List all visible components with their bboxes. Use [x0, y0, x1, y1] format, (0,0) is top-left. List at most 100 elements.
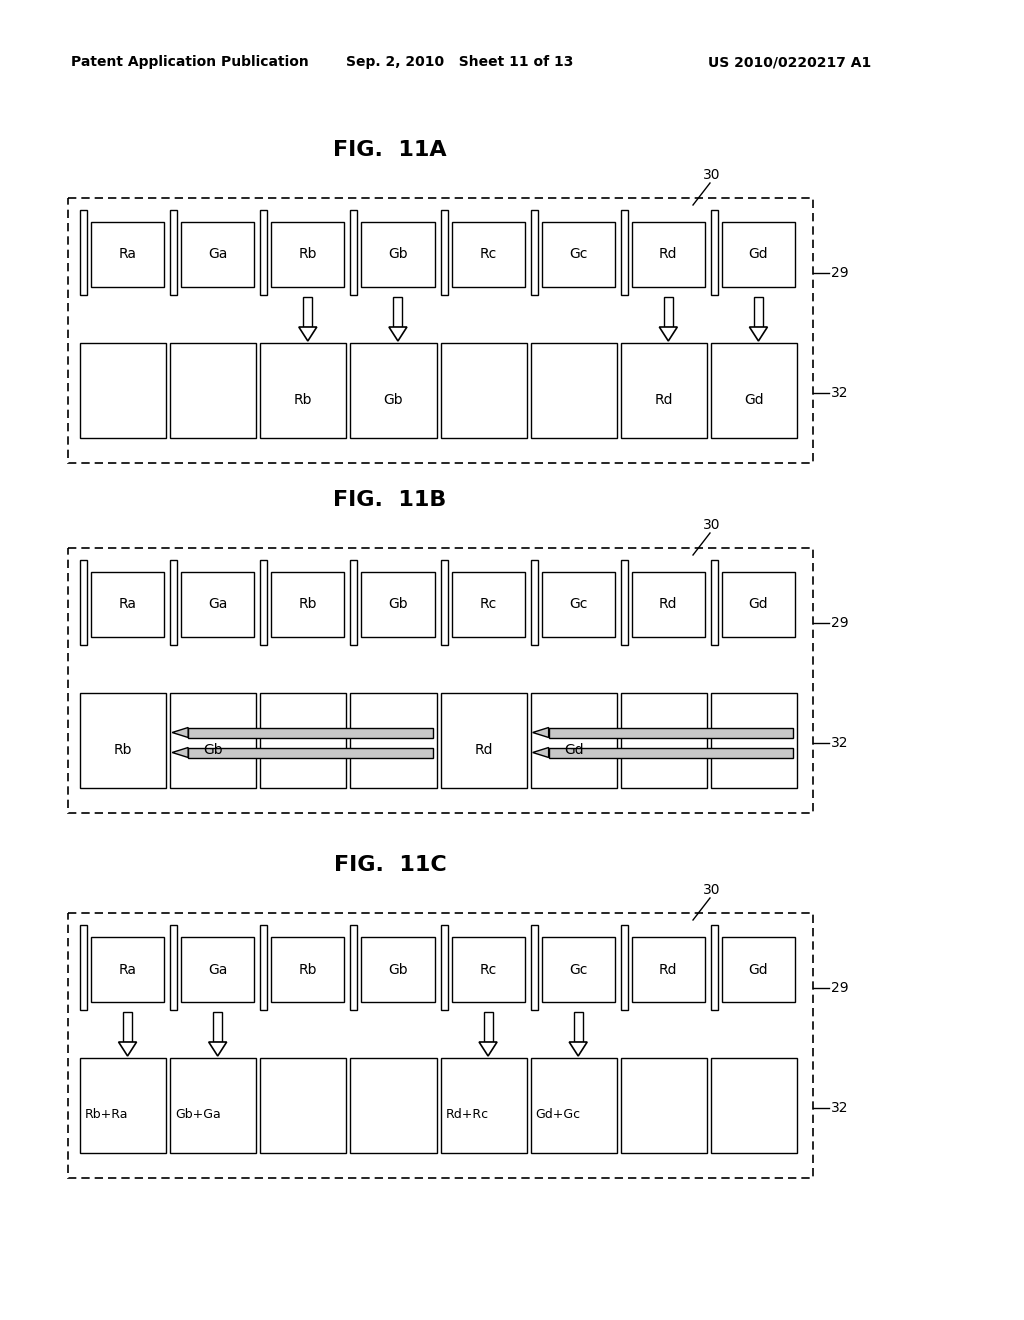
Text: 32: 32 [831, 385, 849, 400]
Bar [181, 937, 254, 1002]
Bar [621, 925, 628, 1010]
Bar [530, 1059, 616, 1152]
Bar [621, 343, 707, 438]
Text: Gc: Gc [569, 962, 588, 977]
Text: Rb: Rb [299, 962, 317, 977]
Bar [530, 925, 538, 1010]
Bar [542, 222, 614, 286]
Bar [91, 572, 164, 638]
Text: Rd: Rd [659, 962, 678, 977]
Bar [260, 210, 267, 294]
Bar [68, 198, 813, 463]
Polygon shape [172, 727, 188, 738]
Polygon shape [659, 327, 677, 341]
Text: Ga: Ga [208, 598, 227, 611]
Bar [260, 1059, 346, 1152]
Text: Ra: Ra [119, 598, 136, 611]
Bar [350, 343, 436, 438]
Text: Ga: Ga [208, 962, 227, 977]
Text: Rd: Rd [659, 248, 678, 261]
Polygon shape [750, 327, 767, 341]
Bar [170, 210, 177, 294]
Bar [711, 693, 797, 788]
Text: Rb+Ra: Rb+Ra [85, 1109, 128, 1122]
Bar [722, 222, 795, 286]
Text: Rc: Rc [479, 962, 497, 977]
Bar [271, 572, 344, 638]
Polygon shape [119, 1041, 136, 1056]
Bar [440, 925, 447, 1010]
Polygon shape [532, 727, 549, 738]
Text: Ra: Ra [119, 962, 136, 977]
Text: Patent Application Publication: Patent Application Publication [71, 55, 309, 69]
Bar [549, 747, 793, 758]
Text: Gb+Ga: Gb+Ga [175, 1109, 221, 1122]
Bar [530, 693, 616, 788]
Bar [440, 560, 447, 645]
Bar [361, 222, 434, 286]
Bar [170, 343, 256, 438]
Text: Ga: Ga [208, 248, 227, 261]
Bar [440, 210, 447, 294]
Bar [188, 727, 432, 738]
Bar [91, 222, 164, 286]
Text: US 2010/0220217 A1: US 2010/0220217 A1 [709, 55, 871, 69]
Bar [361, 937, 434, 1002]
Text: FIG.  11A: FIG. 11A [333, 140, 446, 160]
Bar [621, 1059, 707, 1152]
Text: Gb: Gb [384, 393, 403, 407]
Text: Ra: Ra [119, 248, 136, 261]
Bar [754, 297, 763, 327]
Text: Gd: Gd [749, 248, 768, 261]
Text: 30: 30 [703, 517, 721, 532]
Text: Gd: Gd [749, 962, 768, 977]
Polygon shape [532, 747, 549, 758]
Bar [80, 560, 87, 645]
Bar [271, 222, 344, 286]
Bar [664, 297, 673, 327]
Polygon shape [569, 1041, 587, 1056]
Bar [260, 343, 346, 438]
Bar [621, 560, 628, 645]
Bar [542, 937, 614, 1002]
Text: Rd+Rc: Rd+Rc [445, 1109, 488, 1122]
Bar [440, 1059, 526, 1152]
Bar [80, 343, 166, 438]
Polygon shape [479, 1041, 497, 1056]
Bar [181, 222, 254, 286]
Bar [621, 210, 628, 294]
Bar [452, 572, 524, 638]
Bar [711, 560, 718, 645]
Text: Gb: Gb [388, 962, 408, 977]
Text: Gc: Gc [569, 248, 588, 261]
Bar [440, 343, 526, 438]
Bar [452, 937, 524, 1002]
Bar [711, 210, 718, 294]
Bar [632, 572, 705, 638]
Bar [573, 1012, 583, 1041]
Text: Rb: Rb [299, 248, 317, 261]
Bar [711, 925, 718, 1010]
Bar [260, 693, 346, 788]
Text: Gb: Gb [204, 743, 223, 756]
Text: 32: 32 [831, 1101, 849, 1115]
Bar [80, 1059, 166, 1152]
Bar [632, 222, 705, 286]
Bar [393, 297, 402, 327]
Bar [530, 210, 538, 294]
Text: Rb: Rb [114, 743, 132, 756]
Bar [271, 937, 344, 1002]
Text: 29: 29 [831, 981, 849, 995]
Text: 30: 30 [703, 883, 721, 898]
Bar [722, 937, 795, 1002]
Bar [260, 925, 267, 1010]
Bar [91, 937, 164, 1002]
Bar [530, 343, 616, 438]
Bar [303, 297, 312, 327]
Text: Rd: Rd [659, 598, 678, 611]
Polygon shape [299, 327, 316, 341]
Bar [722, 572, 795, 638]
Text: Gb: Gb [388, 248, 408, 261]
Text: Sep. 2, 2010   Sheet 11 of 13: Sep. 2, 2010 Sheet 11 of 13 [346, 55, 573, 69]
Bar [123, 1012, 132, 1041]
